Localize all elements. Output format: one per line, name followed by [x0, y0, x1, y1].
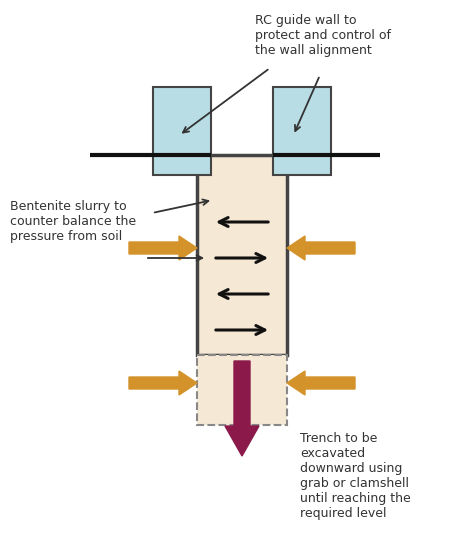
Text: Trench to be
excavated
downward using
grab or clamshell
until reaching the
requi: Trench to be excavated downward using gr…: [300, 432, 411, 520]
Bar: [197, 355, 287, 425]
FancyArrow shape: [129, 236, 197, 260]
FancyArrow shape: [287, 236, 355, 260]
FancyArrow shape: [287, 371, 355, 395]
Text: RC guide wall to
protect and control of
the wall alignment: RC guide wall to protect and control of …: [255, 14, 391, 57]
Bar: [197, 155, 287, 355]
Bar: [153, 87, 211, 175]
Text: Bentenite slurry to
counter balance the
pressure from soil: Bentenite slurry to counter balance the …: [10, 200, 136, 243]
FancyArrow shape: [225, 361, 259, 456]
FancyArrow shape: [129, 371, 197, 395]
Bar: [273, 87, 331, 175]
